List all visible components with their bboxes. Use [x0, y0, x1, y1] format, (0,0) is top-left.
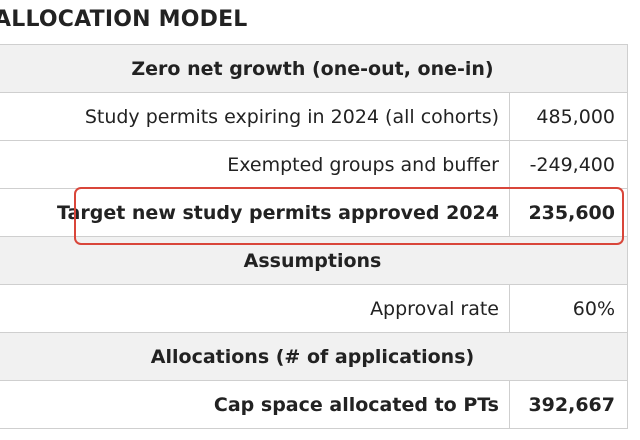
page-title: ALLOCATION MODEL — [0, 7, 248, 32]
row-value: 235,600 — [510, 189, 628, 236]
row-value: 60% — [510, 285, 628, 332]
section-title: Allocations (# of applications) — [150, 345, 475, 368]
row-label: Cap space allocated to PTs — [0, 381, 510, 428]
row-value: 392,667 — [510, 381, 628, 428]
row-label: Approval rate — [0, 285, 510, 332]
table-row-expiring: Study permits expiring in 2024 (all coho… — [0, 93, 628, 141]
row-value: 485,000 — [510, 93, 628, 140]
section-title: Zero net growth (one-out, one-in) — [131, 57, 494, 80]
section-header-assumptions: Assumptions — [0, 237, 628, 285]
section-header-allocations: Allocations (# of applications) — [0, 333, 628, 381]
section-title: Assumptions — [243, 249, 382, 272]
row-value: -249,400 — [510, 141, 628, 188]
section-header-zero-net-growth: Zero net growth (one-out, one-in) — [0, 45, 628, 93]
table-row-exempted: Exempted groups and buffer -249,400 — [0, 141, 628, 189]
table-row-approval-rate: Approval rate 60% — [0, 285, 628, 333]
row-label: Target new study permits approved 2024 — [0, 189, 510, 236]
row-label: Exempted groups and buffer — [0, 141, 510, 188]
allocation-table: Zero net growth (one-out, one-in) Study … — [0, 44, 628, 429]
row-label: Study permits expiring in 2024 (all coho… — [0, 93, 510, 140]
table-row-cap-space: Cap space allocated to PTs 392,667 — [0, 381, 628, 429]
table-row-target: Target new study permits approved 2024 2… — [0, 189, 628, 237]
